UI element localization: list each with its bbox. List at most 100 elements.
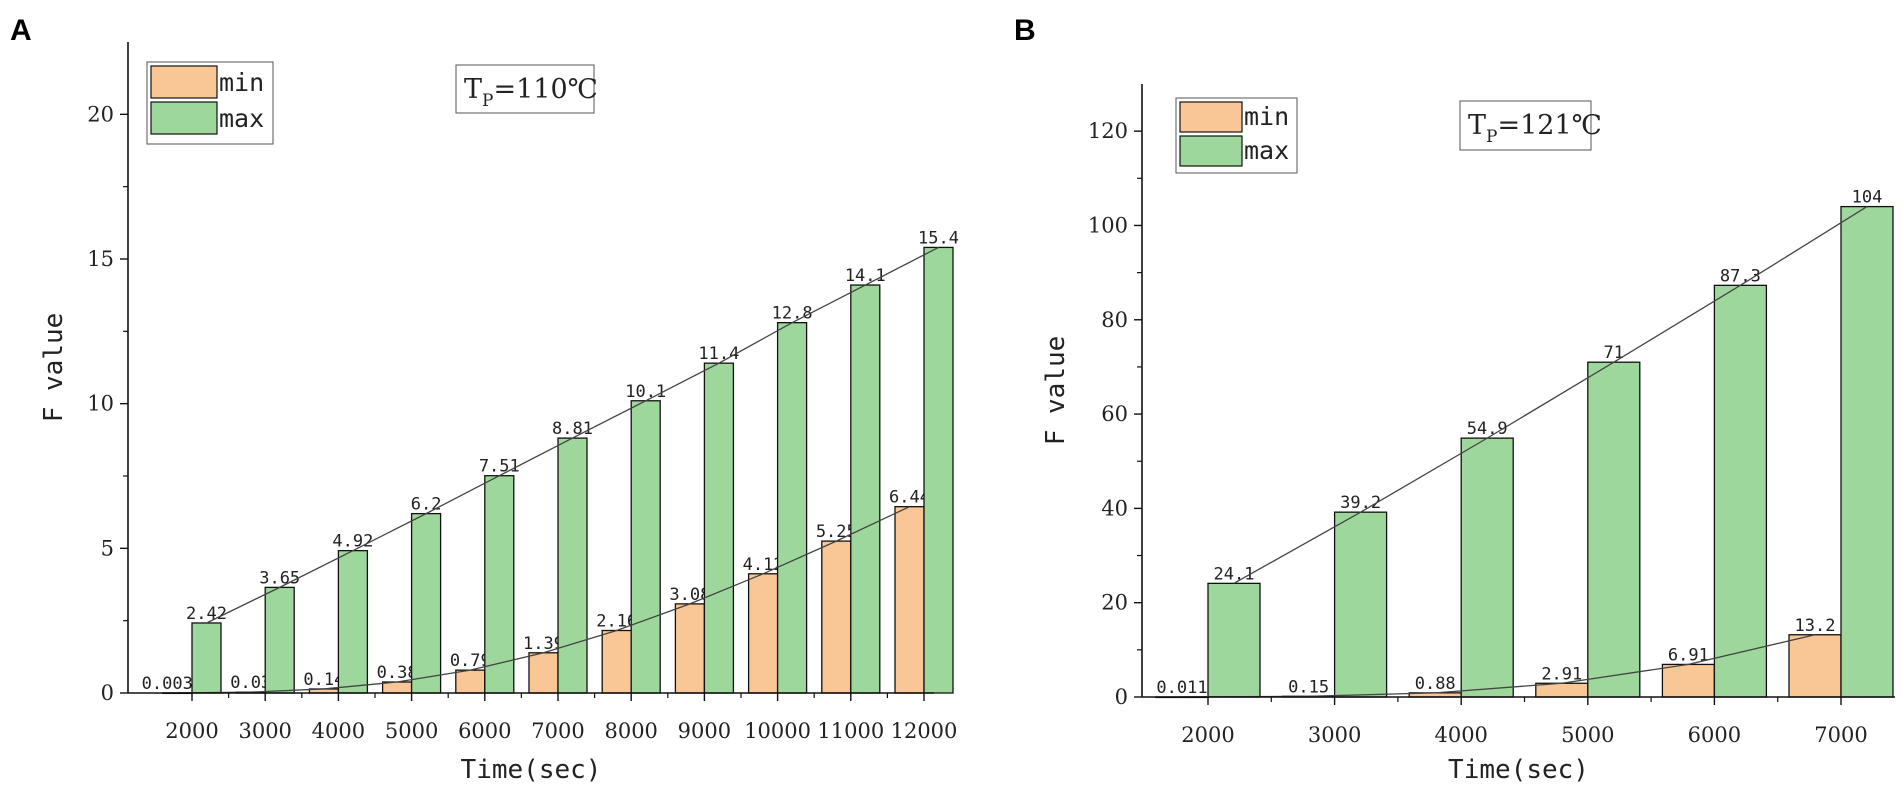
x-axis-title: Time(sec) <box>461 755 602 785</box>
bar-min-12000 <box>894 506 925 694</box>
x-tick-label-8000: 8000 <box>604 719 657 743</box>
data-label-max-6000: 87.3 <box>1720 266 1761 286</box>
x-tick-label-4000: 4000 <box>312 719 365 743</box>
data-label-max-12000: 15.4 <box>918 228 959 248</box>
bar-min-11000 <box>821 540 852 694</box>
data-label-max-8000: 10.1 <box>625 382 666 402</box>
x-tick-label-3000: 3000 <box>238 719 291 743</box>
bar-min-6000 <box>455 669 486 694</box>
y-tick-label-0: 0 <box>1115 685 1128 709</box>
data-label-min-6000: 0.79 <box>450 651 491 671</box>
data-label-max-9000: 11.4 <box>698 344 739 364</box>
annotation-main: T <box>1468 110 1486 141</box>
data-label-min-2000: 0.011 <box>1156 678 1207 698</box>
trend-line-min <box>177 506 910 694</box>
bar-min-8000 <box>601 629 632 694</box>
chart-panel-a: A0.003942.420.033.650.144.920.386.20.797… <box>10 14 959 785</box>
annotation-main: T <box>464 74 482 105</box>
bar-min-7000 <box>1788 634 1842 698</box>
x-tick-label-12000: 12000 <box>891 719 958 743</box>
x-tick-label-5000: 5000 <box>385 719 438 743</box>
temperature-annotation: TP=110℃ <box>455 64 598 114</box>
trend-line-max <box>1233 206 1868 584</box>
x-tick-label-11000: 11000 <box>817 719 884 743</box>
data-label-max-4000: 4.92 <box>332 532 373 552</box>
annotation-text: TP=110℃ <box>464 74 598 111</box>
data-label-max-11000: 14.1 <box>845 266 886 286</box>
bar-min-6000 <box>1661 663 1716 698</box>
data-label-max-5000: 71 <box>1604 343 1624 363</box>
bar-max-7000 <box>1840 205 1894 698</box>
data-label-min-3000: 0.03 <box>230 673 271 693</box>
bar-max-3000 <box>1333 511 1388 698</box>
legend-label-max: max <box>219 104 264 133</box>
temperature-annotation: TP=121℃ <box>1459 100 1602 151</box>
annotation-rest: =110℃ <box>493 74 597 105</box>
data-label-min-11000: 5.25 <box>816 522 857 542</box>
x-tick-label-7000: 7000 <box>531 719 584 743</box>
annotation-sub: P <box>1486 127 1497 147</box>
data-label-max-7000: 104 <box>1852 188 1883 208</box>
bar-max-2000 <box>191 622 222 694</box>
data-label-max-3000: 3.65 <box>259 568 300 588</box>
data-label-min-5000: 0.38 <box>377 663 418 683</box>
annotation-rest: =121℃ <box>1497 110 1601 141</box>
data-label-max-5000: 6.2 <box>411 495 442 515</box>
data-label-min-6000: 6.91 <box>1668 645 1709 665</box>
panel-letter: B <box>1014 14 1036 47</box>
annotation-sub: P <box>482 91 493 111</box>
bar-max-5000 <box>1587 361 1641 698</box>
x-tick-label-6000: 6000 <box>1688 723 1741 747</box>
annotation-box <box>1459 100 1592 151</box>
data-label-min-5000: 2.91 <box>1541 664 1582 684</box>
x-tick-label-2000: 2000 <box>165 719 218 743</box>
y-tick-label-40: 40 <box>1101 496 1128 520</box>
bar-min-9000 <box>674 603 706 694</box>
bar-min-10000 <box>747 573 779 694</box>
data-label-max-10000: 12.8 <box>772 304 813 324</box>
y-tick-label-100: 100 <box>1088 213 1128 237</box>
bar-max-5000 <box>410 512 442 694</box>
bar-min-5000 <box>381 681 413 694</box>
y-tick-label-120: 120 <box>1088 119 1128 143</box>
legend-label-min: min <box>1244 102 1289 131</box>
x-tick-label-5000: 5000 <box>1561 723 1614 747</box>
legend-swatch-min <box>150 65 218 99</box>
bar-max-4000 <box>1460 437 1514 698</box>
bar-min-5000 <box>1535 682 1589 698</box>
bar-max-8000 <box>630 400 661 694</box>
legend-swatch-min <box>1179 101 1243 133</box>
y-tick-label-5: 5 <box>101 536 114 560</box>
legend: min max <box>146 61 274 145</box>
y-tick-label-20: 20 <box>1101 591 1128 615</box>
bar-max-4000 <box>337 549 369 694</box>
annotation-text: TP=121℃ <box>1468 110 1602 147</box>
data-label-min-12000: 6.44 <box>889 488 930 508</box>
bar-max-12000 <box>923 246 954 694</box>
bar-max-2000 <box>1207 582 1261 698</box>
data-label-min-4000: 0.88 <box>1415 674 1456 694</box>
bar-max-3000 <box>264 586 295 694</box>
data-label-max-3000: 39.2 <box>1340 493 1381 513</box>
x-tick-label-10000: 10000 <box>744 719 811 743</box>
data-label-max-2000: 2.42 <box>186 604 227 624</box>
chart-panel-b: B 0.011 24.1 0.15 39.2 0.88 54.9 2.91 71 6.91 87.3… <box>1014 14 1895 785</box>
x-axis-title: Time(sec) <box>1448 755 1589 785</box>
bar-max-11000 <box>850 284 881 694</box>
x-tick-label-6000: 6000 <box>458 719 511 743</box>
y-axis-title: F value <box>39 313 69 423</box>
x-tick-label-2000: 2000 <box>1181 723 1234 747</box>
legend-swatch-max <box>150 101 218 135</box>
bar-max-10000 <box>776 322 808 694</box>
bar-max-6000 <box>1713 284 1768 698</box>
x-tick-label-9000: 9000 <box>678 719 731 743</box>
data-label-min-7000: 1.39 <box>523 634 564 654</box>
annotation-box <box>455 64 595 114</box>
x-tick-label-4000: 4000 <box>1434 723 1487 747</box>
data-label-min-3000: 0.15 <box>1288 677 1329 697</box>
legend: min max <box>1175 97 1298 174</box>
bar-max-9000 <box>703 362 735 694</box>
data-label-min-7000: 13.2 <box>1795 616 1836 636</box>
data-label-min-4000: 0.14 <box>303 670 344 690</box>
data-label-max-4000: 54.9 <box>1467 419 1508 439</box>
